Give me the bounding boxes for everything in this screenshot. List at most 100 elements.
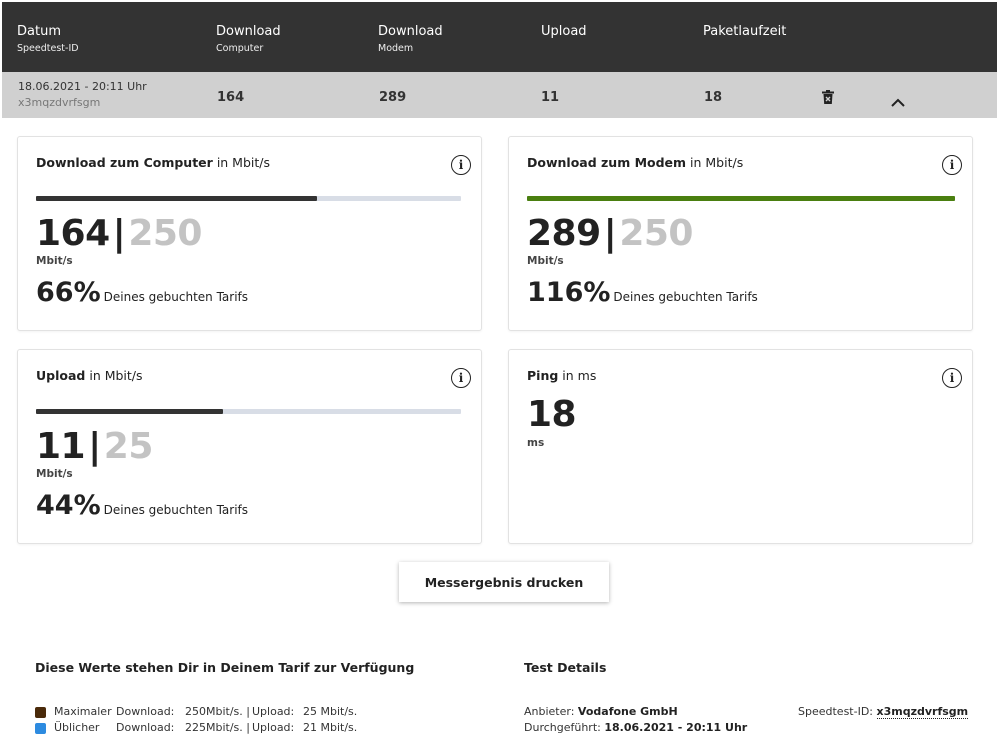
card-title-bold: Download zum Computer	[36, 155, 213, 170]
result-download-modem: 289	[379, 90, 407, 105]
header-download-computer: Download Computer	[216, 24, 281, 54]
tariff-download-value: 250Mbit/s. |	[185, 705, 250, 718]
percent-value: 44%	[36, 490, 101, 521]
ping-unit: ms	[527, 437, 545, 449]
progress-fill	[527, 196, 955, 201]
progress-bar	[36, 196, 461, 201]
percent-label: Deines gebuchten Tarifs	[613, 290, 758, 304]
result-time-value: - 20:11 Uhr	[84, 80, 147, 93]
result-speedtest-id: x3mqzdvrfsgm	[18, 96, 101, 109]
tariff-upload-value: 21 Mbit/s.	[303, 721, 358, 734]
percent-label: Deines gebuchten Tarifs	[103, 290, 249, 304]
header-date: Datum Speedtest-ID	[17, 24, 79, 54]
speed-value: 11|25	[36, 426, 153, 467]
ping-value: 18	[527, 394, 577, 435]
header-upload: Upload	[541, 24, 587, 39]
tariff-download-value: 225Mbit/s. |	[185, 721, 250, 734]
card-title-unit: in Mbit/s	[690, 155, 744, 170]
header-ping: Paketlaufzeit	[703, 24, 786, 39]
result-date: 18.06.2021 - 20:11 Uhr	[18, 80, 147, 93]
speed-unit: Mbit/s	[36, 255, 73, 267]
card-download-computer: Download zum Computer in Mbit/s i 164|25…	[17, 136, 482, 331]
tariff-row-name: Maximaler	[54, 705, 112, 718]
header-upload-title: Upload	[541, 24, 587, 39]
result-download-computer: 164	[217, 90, 245, 105]
tariff-max-value: 25	[103, 426, 154, 467]
speed-unit: Mbit/s	[36, 468, 73, 480]
card-download-modem: Download zum Modem in Mbit/s i 289|250 M…	[508, 136, 973, 331]
header-download-modem: Download Modem	[378, 24, 443, 54]
tariff-max-value: 250	[128, 213, 202, 254]
header-ping-title: Paketlaufzeit	[703, 24, 787, 39]
speed-value: 164|250	[36, 213, 202, 254]
card-title-unit: in Mbit/s	[89, 368, 143, 383]
speed-value: 289|250	[527, 213, 693, 254]
info-icon[interactable]: i	[451, 368, 471, 388]
value-separator: |	[603, 213, 617, 254]
card-title-unit: in Mbit/s	[216, 155, 270, 170]
tariff-upload-label: Upload:	[252, 705, 295, 718]
provider-value: Vodafone GmbH	[577, 705, 678, 718]
value-separator: |	[88, 426, 101, 467]
result-row[interactable]: 18.06.2021 - 20:11 Uhr x3mqzdvrfsgm 164 …	[2, 72, 997, 118]
results-table-header: Datum Speedtest-ID Download Computer Dow…	[2, 2, 997, 72]
result-ping: 18	[704, 90, 723, 105]
speedtest-id-line: Speedtest-ID: x3mqzdvrfsgm	[798, 705, 969, 719]
provider-label: Anbieter:	[524, 705, 575, 718]
tariff-download-label: Download:	[116, 721, 175, 734]
tariff-max-value: 250	[619, 213, 693, 254]
performed-value: 18.06.2021 - 20:11 Uhr	[604, 721, 748, 734]
legend-swatch-usual	[35, 723, 46, 734]
percent-value: 116%	[527, 277, 611, 308]
tariff-upload-label: Upload:	[252, 721, 295, 734]
result-upload: 11	[541, 90, 560, 105]
test-details-heading: Test Details	[524, 660, 607, 675]
info-icon[interactable]: i	[942, 155, 962, 175]
provider-line: Anbieter: Vodafone GmbH	[524, 705, 678, 718]
card-upload: Upload in Mbit/s i 11|25 Mbit/s 44% Deine…	[17, 349, 482, 544]
measured-value: 11	[36, 426, 86, 467]
header-download-computer-title: Download	[216, 24, 281, 39]
card-ping: Ping in ms i 18 ms	[508, 349, 973, 544]
measured-value: 164	[36, 213, 110, 254]
info-icon[interactable]: i	[451, 155, 471, 175]
value-separator: |	[112, 213, 126, 254]
performed-line: Durchgeführt: 18.06.2021 - 20:11 Uhr	[524, 721, 747, 734]
header-download-modem-sub: Modem	[378, 43, 414, 54]
speedtest-id-label: Speedtest-ID:	[798, 705, 873, 718]
card-download-computer-title: Download zum Computer in Mbit/s	[36, 155, 270, 170]
card-title-unit: in ms	[562, 368, 597, 383]
tariff-percent: 44% Deines gebuchten Tarifs	[36, 490, 248, 521]
tariff-upload-value: 25 Mbit/s.	[303, 705, 358, 718]
chevron-up-icon[interactable]	[891, 92, 905, 111]
progress-fill	[36, 196, 317, 201]
header-download-modem-title: Download	[378, 24, 443, 39]
measured-value: 289	[527, 213, 601, 254]
card-download-modem-title: Download zum Modem in Mbit/s	[527, 155, 743, 170]
performed-label: Durchgeführt:	[524, 721, 601, 734]
percent-value: 66%	[36, 277, 101, 308]
card-upload-title: Upload in Mbit/s	[36, 368, 143, 383]
info-icon[interactable]: i	[942, 368, 962, 388]
header-date-sub: Speedtest-ID	[17, 43, 79, 54]
percent-label: Deines gebuchten Tarifs	[103, 503, 249, 517]
result-date-value: 18.06.2021	[18, 80, 81, 93]
trash-icon[interactable]	[822, 89, 834, 108]
card-title-bold: Download zum Modem	[527, 155, 687, 170]
speed-unit: Mbit/s	[527, 255, 564, 267]
progress-fill	[36, 409, 223, 414]
progress-bar	[527, 196, 955, 201]
header-download-computer-sub: Computer	[216, 43, 264, 54]
progress-bar	[36, 409, 461, 414]
tariff-heading: Diese Werte stehen Dir in Deinem Tarif z…	[35, 660, 415, 675]
legend-swatch-max	[35, 707, 46, 718]
speedtest-id-link[interactable]: x3mqzdvrfsgm	[876, 705, 969, 719]
tariff-percent: 116% Deines gebuchten Tarifs	[527, 277, 758, 308]
card-ping-title: Ping in ms	[527, 368, 596, 383]
print-result-button[interactable]: Messergebnis drucken	[399, 562, 609, 602]
header-date-title: Datum	[17, 24, 61, 39]
tariff-row-name: Üblicher	[54, 721, 100, 734]
card-title-bold: Ping	[527, 368, 559, 383]
tariff-download-label: Download:	[116, 705, 175, 718]
card-title-bold: Upload	[36, 368, 86, 383]
